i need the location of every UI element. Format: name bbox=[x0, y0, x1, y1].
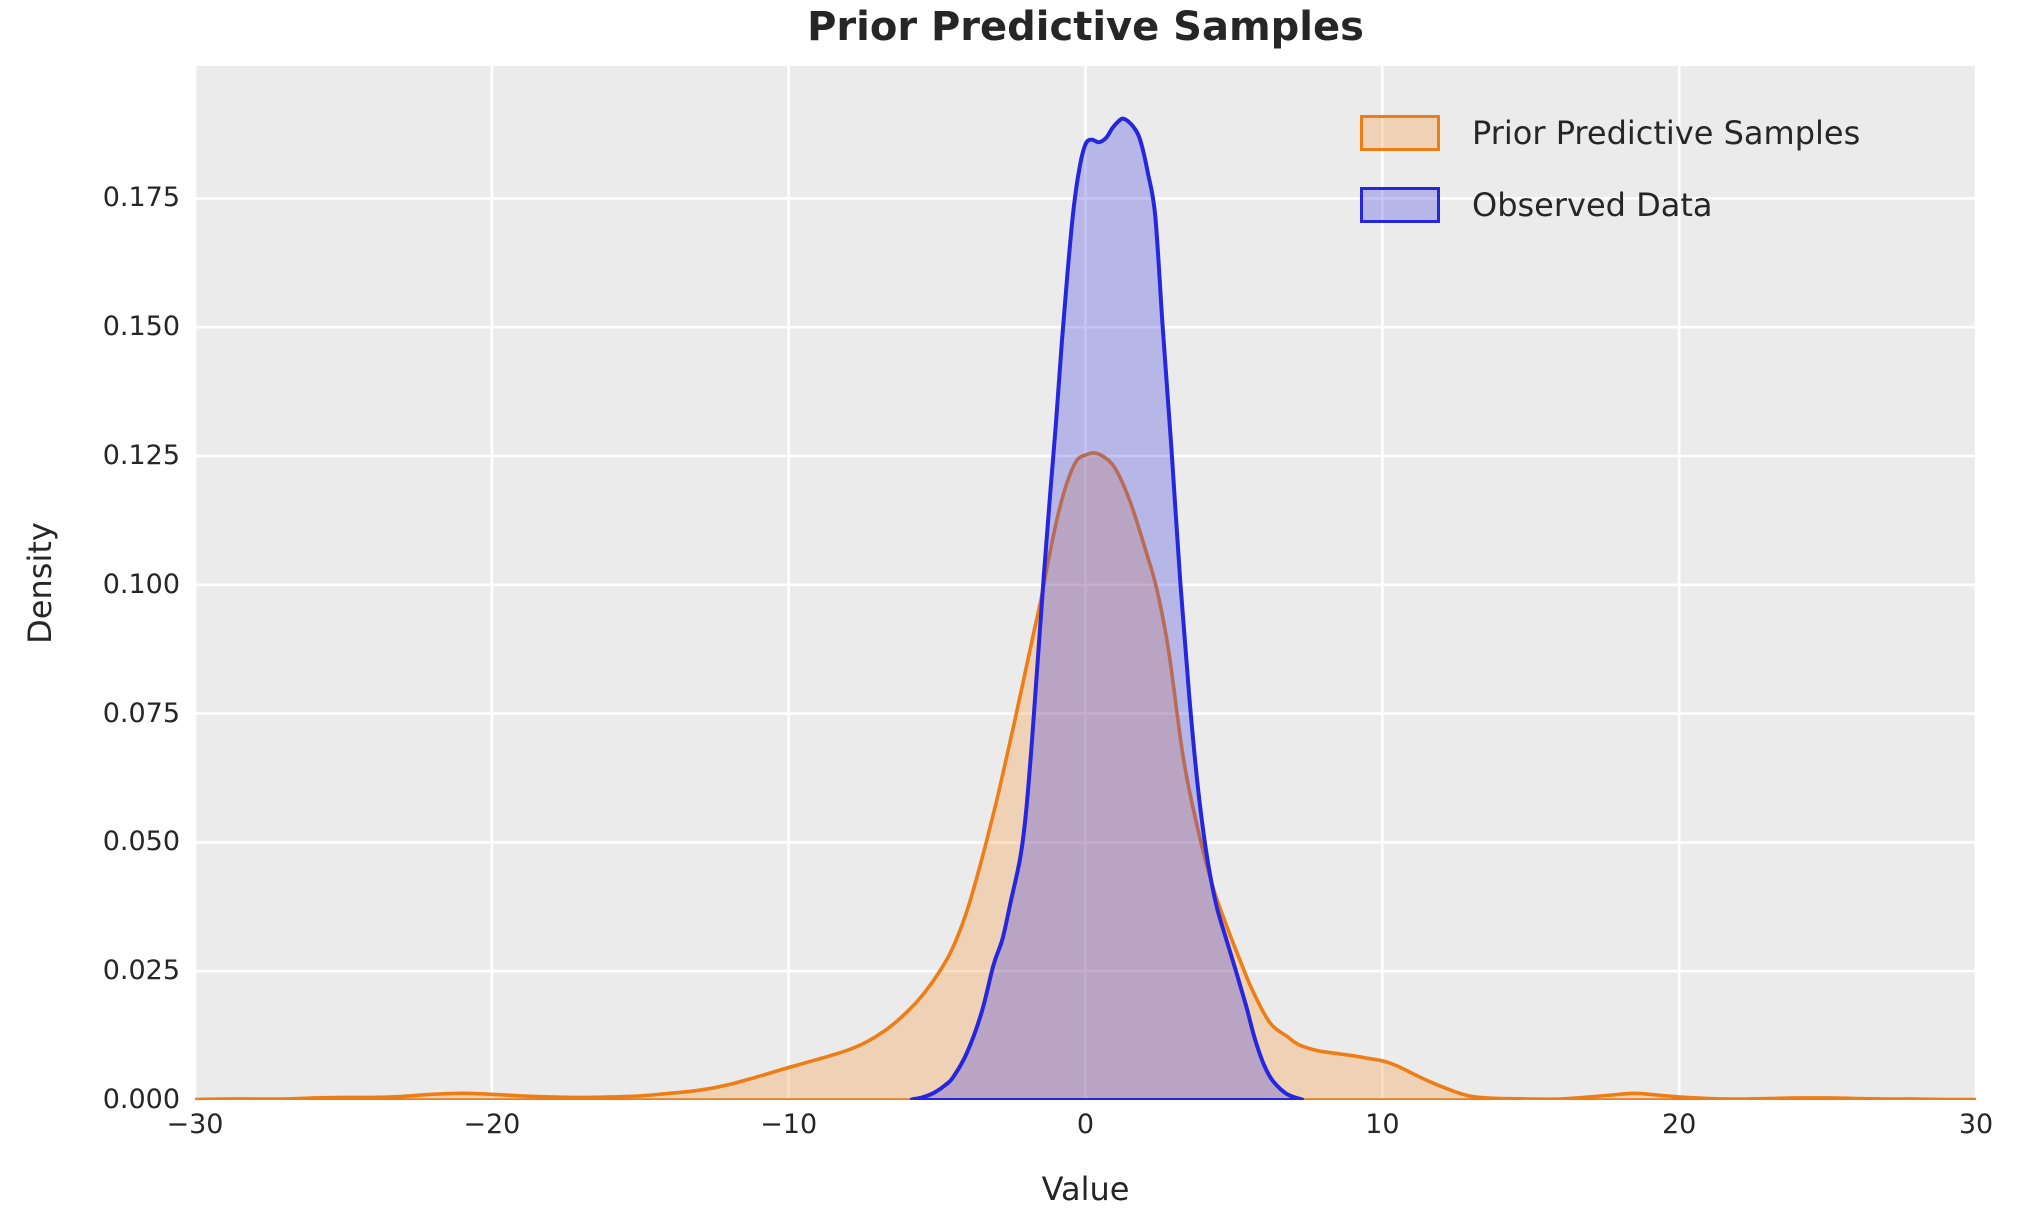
y-tick-label: 0.150 bbox=[102, 311, 180, 343]
y-tick-label: 0.075 bbox=[102, 697, 180, 729]
gridlines bbox=[195, 66, 1976, 1100]
y-axis-label: Density bbox=[21, 522, 59, 644]
legend-swatch-prior-predictive-samples bbox=[1360, 115, 1440, 151]
legend-item-observed-data: Observed Data bbox=[1360, 186, 1860, 224]
x-tick-label: 0 bbox=[1076, 1109, 1095, 1140]
x-tick-label: 20 bbox=[1661, 1109, 1697, 1140]
y-tick-label: 0.125 bbox=[102, 440, 180, 471]
y-tick-label: 0.025 bbox=[102, 955, 180, 987]
y-tick-label: 0.175 bbox=[102, 182, 180, 214]
legend-label-observed-data: Observed Data bbox=[1472, 186, 1713, 224]
x-tick-label: −30 bbox=[166, 1109, 224, 1140]
chart-title: Prior Predictive Samples bbox=[807, 4, 1364, 50]
kde-curve-observed-data bbox=[909, 116, 1305, 1100]
legend-label-prior-predictive-samples: Prior Predictive Samples bbox=[1472, 114, 1861, 152]
x-tick-label: −10 bbox=[760, 1109, 818, 1140]
y-tick-label: 0.100 bbox=[102, 568, 180, 600]
y-tick-label: 0.050 bbox=[102, 826, 180, 858]
x-tick-label: −20 bbox=[463, 1109, 521, 1140]
kde-curves bbox=[195, 116, 1976, 1100]
legend-item-prior-predictive-samples: Prior Predictive Samples bbox=[1360, 114, 1860, 152]
y-tick-label: 0.000 bbox=[102, 1084, 180, 1115]
kde-curve-prior-predictive-samples bbox=[195, 451, 1976, 1100]
plot-area: Prior Predictive Samples Observed Data bbox=[195, 66, 1976, 1100]
legend-swatch-observed-data bbox=[1360, 187, 1440, 223]
x-axis-label: Value bbox=[1041, 1170, 1130, 1208]
x-tick-label: 30 bbox=[1958, 1109, 1994, 1140]
legend: Prior Predictive Samples Observed Data bbox=[1360, 114, 1860, 224]
x-tick-label: 10 bbox=[1365, 1109, 1400, 1140]
kde-chart-canvas bbox=[195, 66, 1976, 1100]
